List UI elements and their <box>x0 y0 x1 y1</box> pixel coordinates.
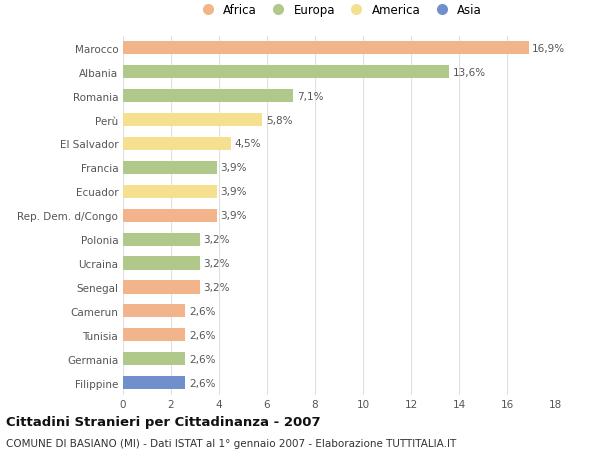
Bar <box>123 233 200 246</box>
Text: 2,6%: 2,6% <box>189 378 215 388</box>
Text: 3,9%: 3,9% <box>220 211 247 221</box>
Text: 3,2%: 3,2% <box>203 258 230 269</box>
Text: 4,5%: 4,5% <box>235 139 261 149</box>
Text: 16,9%: 16,9% <box>532 44 565 54</box>
Text: 3,9%: 3,9% <box>220 163 247 173</box>
Bar <box>123 329 185 341</box>
Bar <box>123 162 217 174</box>
Text: 3,2%: 3,2% <box>203 282 230 292</box>
Bar <box>123 138 231 151</box>
Text: 3,2%: 3,2% <box>203 235 230 245</box>
Bar <box>123 66 449 79</box>
Text: COMUNE DI BASIANO (MI) - Dati ISTAT al 1° gennaio 2007 - Elaborazione TUTTITALIA: COMUNE DI BASIANO (MI) - Dati ISTAT al 1… <box>6 438 456 448</box>
Text: 2,6%: 2,6% <box>189 330 215 340</box>
Bar <box>123 90 293 103</box>
Bar <box>123 185 217 198</box>
Legend: Africa, Europa, America, Asia: Africa, Europa, America, Asia <box>194 1 484 19</box>
Bar <box>123 376 185 389</box>
Text: 2,6%: 2,6% <box>189 354 215 364</box>
Text: 7,1%: 7,1% <box>297 91 323 101</box>
Bar <box>123 42 529 55</box>
Text: Cittadini Stranieri per Cittadinanza - 2007: Cittadini Stranieri per Cittadinanza - 2… <box>6 415 320 428</box>
Bar <box>123 114 262 127</box>
Text: 5,8%: 5,8% <box>266 115 292 125</box>
Bar <box>123 305 185 318</box>
Text: 13,6%: 13,6% <box>453 67 486 78</box>
Bar <box>123 353 185 365</box>
Bar <box>123 209 217 222</box>
Bar <box>123 257 200 270</box>
Bar <box>123 281 200 294</box>
Text: 2,6%: 2,6% <box>189 306 215 316</box>
Text: 3,9%: 3,9% <box>220 187 247 197</box>
